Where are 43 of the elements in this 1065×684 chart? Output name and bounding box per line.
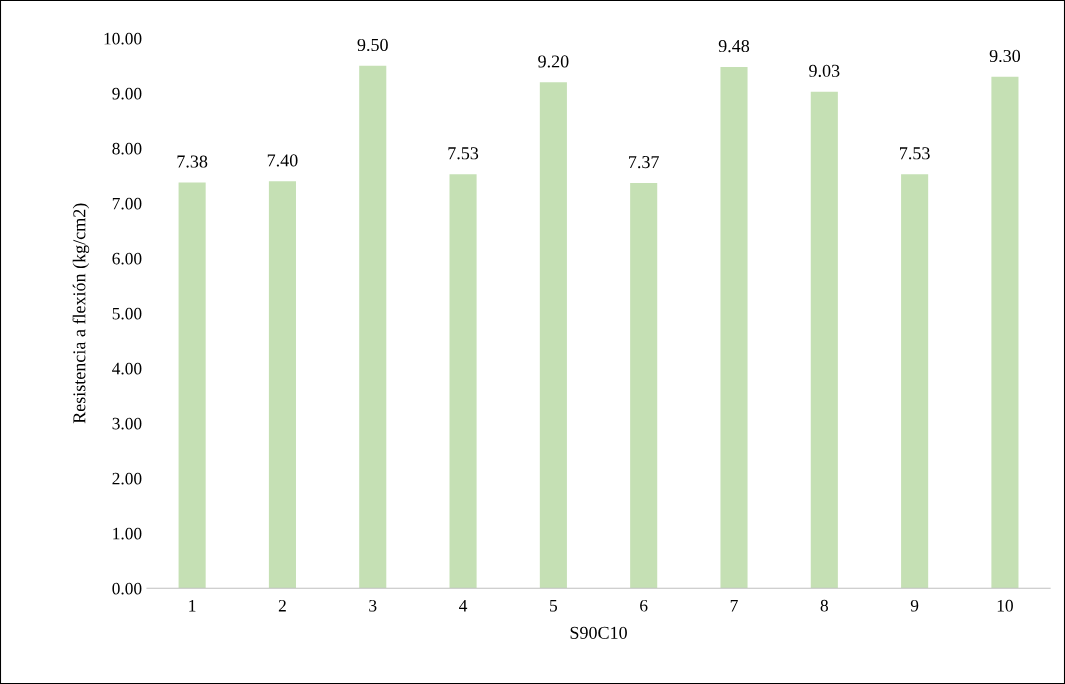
x-tick-label: 5 (550, 600, 558, 612)
x-axis-title: S90C10 (570, 626, 627, 639)
bar (810, 91, 838, 589)
data-label: 9.50 (357, 38, 388, 52)
x-tick-label: 10 (997, 599, 1013, 612)
y-tick-label: 5.00 (112, 307, 142, 320)
data-label: 7.38 (177, 155, 208, 168)
data-label: 7.53 (448, 147, 479, 160)
y-tick-label: 8.00 (112, 142, 142, 155)
y-tick-label: 3.00 (112, 417, 142, 430)
y-tick-label: 2.00 (112, 472, 142, 485)
bar (539, 82, 567, 589)
y-tick-label: 9.00 (112, 87, 142, 100)
x-tick-label: 7 (730, 600, 738, 612)
data-label: 9.03 (809, 64, 840, 77)
x-tick-label: 9 (910, 599, 919, 612)
x-tick-label: 8 (820, 599, 828, 612)
bar (359, 65, 387, 589)
data-label: 7.37 (629, 156, 659, 169)
data-label: 9.48 (718, 39, 750, 53)
y-tick-label: 0.00 (112, 582, 142, 595)
data-label: 7.53 (900, 147, 930, 160)
bar (720, 66, 748, 589)
y-axis-title: Resistencia a flexión (kg/cm2) (72, 203, 90, 424)
bar (449, 174, 477, 589)
data-label: 7.40 (267, 154, 298, 167)
y-tick-label: 4.00 (112, 362, 142, 375)
bar (630, 182, 658, 589)
x-tick-label: 4 (459, 599, 468, 612)
x-tick-label: 2 (278, 599, 286, 612)
data-label: 9.30 (989, 49, 1021, 63)
bar (268, 181, 296, 589)
bar (178, 182, 206, 589)
y-tick-label: 6.00 (112, 252, 142, 265)
x-tick-label: 6 (640, 599, 648, 612)
y-tick-label: 7.00 (112, 197, 142, 210)
bar (901, 174, 929, 589)
bar (991, 76, 1019, 589)
x-tick-label: 3 (369, 599, 377, 612)
y-tick-label: 1.00 (113, 527, 142, 540)
x-tick-label: 1 (189, 599, 196, 612)
y-tick-label: 10.00 (104, 32, 142, 45)
data-label: 9.20 (538, 55, 569, 68)
